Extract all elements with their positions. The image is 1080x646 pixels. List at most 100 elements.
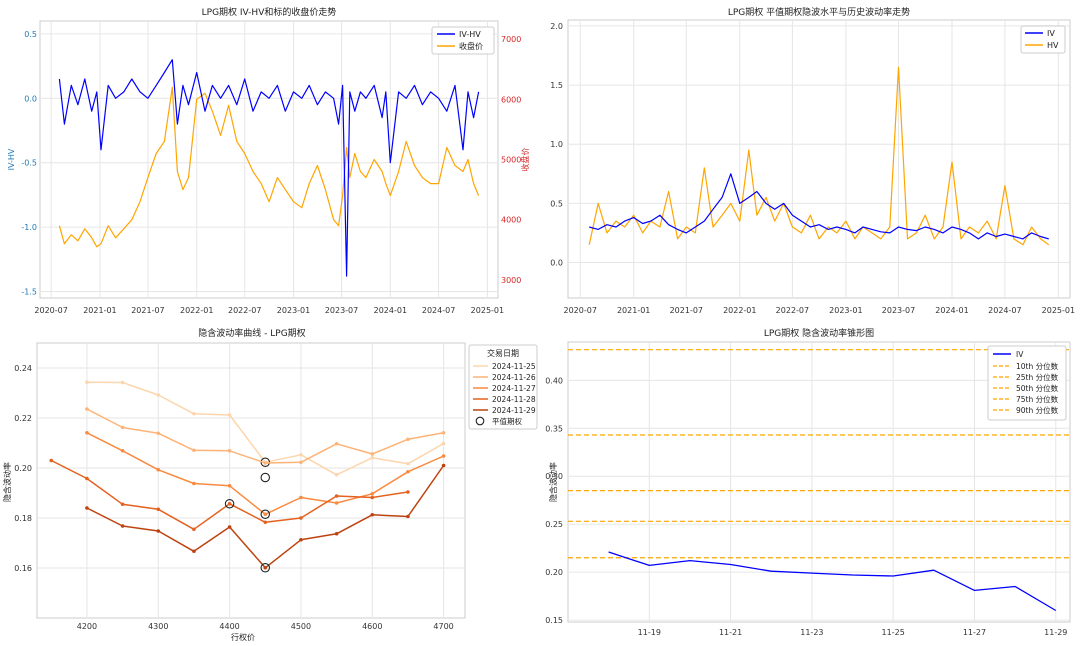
y-axis-label: 隐含波动率 [548,462,558,502]
y-axis-label: 隐含波动率 [2,462,12,502]
y-tick-label: -1.0 [21,223,37,232]
data-point [85,476,89,481]
data-point [156,431,161,436]
data-point [299,537,303,542]
y-tick-label: -0.5 [21,159,37,168]
legend-label: 2024-11-29 [492,406,536,415]
data-point [227,501,232,506]
legend-swatch-atm [475,416,485,426]
y-tick-label: 0.25 [545,520,563,529]
data-point [334,472,339,477]
data-point [334,501,339,505]
x-tick-label: 2024-07 [988,306,1021,315]
legend-label: 75th 分位数 [1016,394,1059,404]
legend-label: 2024-11-26 [492,373,536,382]
y-tick-label: 0.0 [550,259,563,268]
data-point [85,407,89,411]
chart-title: 隐含波动率曲线 - LPG期权 [198,327,305,339]
data-point [120,524,125,528]
y-tick-label: 0.5 [550,199,563,208]
data-point [156,529,161,533]
x-tick-label: 2025-01 [471,306,504,315]
chart-iv-smile: 4200 4300 4400 4500 4600 4700 0.24 0.22 0.20 0.18… [2,327,538,642]
data-point [370,491,375,496]
data-point [441,430,446,435]
plot-area [39,20,499,299]
x-tick-label: 11-29 [1044,628,1067,637]
y2-tick-label: 6000 [501,95,521,104]
data-point [441,454,446,458]
data-point [441,463,446,468]
data-point [85,506,89,510]
data-point [370,495,375,500]
y-tick-label: 0.20 [545,568,563,577]
data-point [192,448,196,453]
y-tick-label: 0.30 [545,472,563,481]
y-tick-label: -1.5 [21,288,37,297]
data-point [227,413,232,417]
x-tick-label: 2022-07 [228,306,261,315]
legend-label: 2024-11-28 [492,395,536,404]
x-tick-label: 11-21 [719,628,742,637]
x-tick-label: 11-23 [800,628,823,637]
x-tick-label: 2022-01 [180,306,213,315]
legend-label: 10th 分位数 [1016,361,1059,371]
data-point [406,461,410,466]
data-point [227,525,232,529]
data-point [85,430,89,435]
x-tick-label: 2022-07 [776,306,809,315]
chart-title: LPG期权 平值期权隐波水平与历史波动率走势 [728,6,910,18]
y-tick-label: 0.0 [24,94,37,103]
data-point [192,527,196,532]
data-point [370,455,375,460]
data-point [406,490,410,494]
legend-label: 2024-11-27 [492,384,536,393]
x-tick-label: 4300 [148,622,168,631]
y2-tick-label: 3000 [501,276,521,285]
y-tick-label: 0.5 [24,30,37,39]
series-line-iv [608,551,1057,612]
x-tick-label: 2021-07 [131,306,164,315]
y-axis-label: IV-HV [7,148,16,170]
legend-label: IV-HV [459,30,481,39]
data-point [299,452,303,457]
legend-box [987,345,1067,421]
atm-marker [260,472,271,483]
y-tick-label: 0.15 [545,616,563,625]
y-tick-label: 1.0 [550,140,563,149]
data-point [406,469,410,474]
chart-title: LPG期权 IV-HV和标的收盘价走势 [202,6,337,18]
atm-marker [260,562,271,573]
data-point [263,565,268,570]
x-tick-label: 2021-01 [617,306,650,315]
x-tick-label: 2024-01 [374,306,407,315]
y-tick-label: 0.24 [14,364,32,373]
x-tick-label: 4700 [433,622,453,631]
data-point [299,460,303,465]
x-tick-label: 2024-07 [422,306,455,315]
x-tick-label: 11-27 [963,628,986,637]
x-tick-label: 2020-07 [34,306,67,315]
data-point [299,516,303,520]
data-point [156,393,161,397]
x-tick-label: 11-25 [882,628,905,637]
data-point [406,437,410,442]
x-tick-label: 2021-01 [83,306,116,315]
x-tick-label: 11-19 [638,628,661,637]
y2-tick-label: 4000 [501,216,521,225]
plot-area [567,341,1071,623]
data-point [85,380,89,385]
data-point [120,425,125,430]
x-tick-label: 2025-01 [1042,306,1075,315]
y-tick-label: 0.16 [14,564,32,573]
data-point [227,483,232,488]
y2-tick-label: 7000 [501,35,521,44]
x-tick-label: 2023-07 [325,306,358,315]
chart-iv-cone: 11-19 11-21 11-23 11-25 11-27 11-29 0.40 0.35 0.… [545,327,1071,637]
data-point [299,495,303,500]
data-point [156,507,161,512]
plot-area [36,342,466,619]
data-point [263,461,268,465]
data-point [263,512,268,517]
data-point [192,411,196,416]
